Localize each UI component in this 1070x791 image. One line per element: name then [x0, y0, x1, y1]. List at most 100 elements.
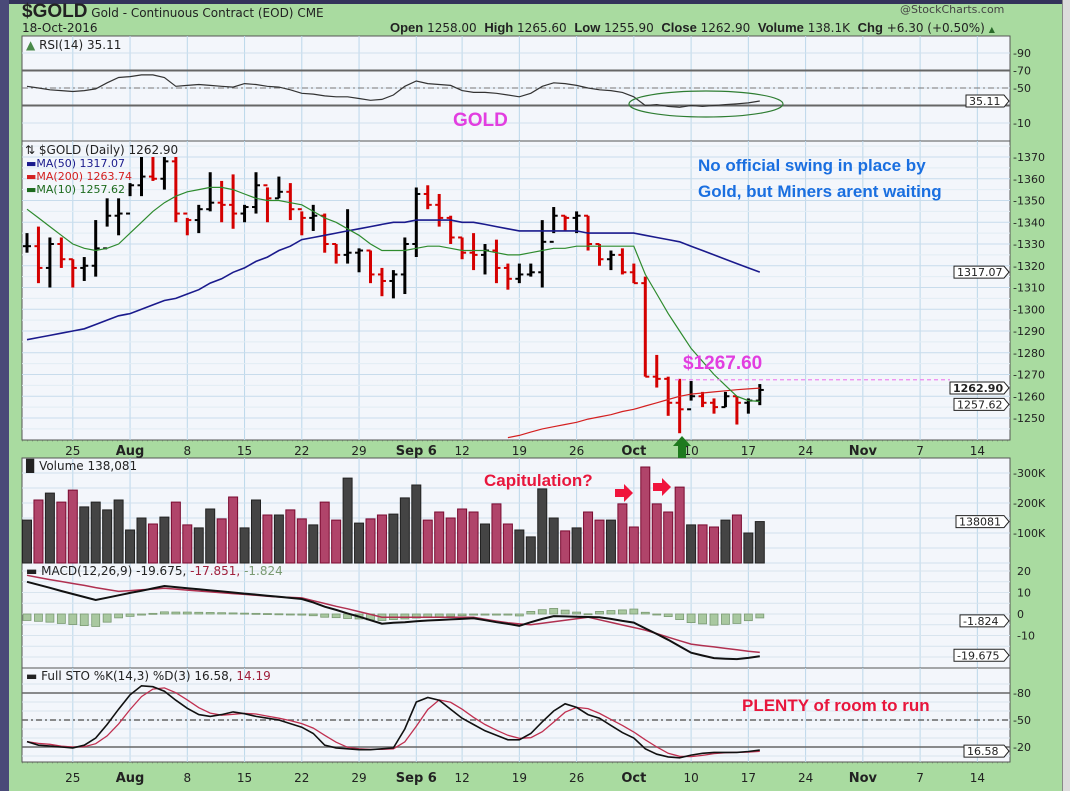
close-value-tag-box [949, 381, 1010, 395]
price-bar [377, 267, 386, 297]
date-label-top: 19 [512, 444, 527, 458]
price-axis-label: -1370 [1013, 151, 1045, 164]
macd-histogram-bar [148, 612, 158, 615]
price-bar [412, 187, 421, 258]
macd-histogram-bar [514, 613, 524, 617]
watermark: @StockCharts.com [900, 3, 1005, 16]
price-bar [160, 157, 169, 190]
volume-bar [628, 526, 639, 564]
macd-histogram-bar [228, 612, 238, 615]
macd-histogram-bar [537, 609, 547, 615]
volume-bar [491, 503, 502, 564]
scrollbar[interactable] [1062, 0, 1070, 791]
volume-legend: ▉ Volume 138,081 [26, 459, 137, 473]
date-label-top: Oct [621, 444, 646, 459]
macd-histogram-bar [469, 613, 478, 616]
high-value: 1265.60 [517, 21, 567, 35]
price-bar [194, 204, 203, 234]
macd-histogram-bar [102, 613, 112, 623]
price-bar [595, 243, 604, 266]
price-axis-label: -1290 [1013, 325, 1045, 338]
price-legend-text: $GOLD (Daily) 1262.90 [38, 143, 179, 157]
volume-bar [525, 536, 536, 564]
sto-axis-label: -50 [1013, 714, 1031, 727]
volume-bar [365, 518, 376, 564]
volume-bar [159, 516, 170, 564]
macd-axis-label: -10 [1017, 630, 1035, 643]
price-bar [68, 258, 77, 288]
macd-histogram-tag-box [959, 614, 1010, 628]
sto-axis-label: -80 [1013, 687, 1031, 700]
volume-bar [457, 508, 468, 564]
date-label-bottom: 22 [294, 771, 309, 785]
sto-legend-name: Full STO %K(14,3) %D(3) [41, 669, 191, 683]
volume-bar [605, 519, 616, 564]
macd-histogram-bar [480, 613, 490, 616]
volume-bar [44, 492, 55, 564]
quote-summary: Open 1258.00 High 1265.60 Low 1255.90 Cl… [390, 20, 995, 35]
price-bar [171, 157, 180, 223]
volume-bar [720, 519, 731, 564]
price-bar [286, 183, 295, 221]
macd-histogram-bar [560, 609, 570, 615]
macd-legend-signal: -17.851, [190, 564, 241, 578]
volume-bar [354, 522, 365, 564]
price-bar [664, 376, 673, 416]
macd-histogram-bar [240, 612, 249, 615]
ma10-legend-text: MA(10) 1257.62 [36, 183, 125, 196]
volume-bar [686, 524, 697, 564]
price-bar [263, 184, 272, 223]
sto-k-line [26, 684, 760, 759]
volume-bar [594, 519, 605, 564]
price-bar [503, 263, 512, 290]
price-bar [34, 226, 43, 284]
volume-bar [697, 524, 708, 564]
macd-histogram-bar [549, 608, 559, 615]
macd-histogram-bar [159, 611, 169, 615]
date-label-bottom: 19 [512, 771, 527, 785]
macd-histogram-bar [457, 613, 467, 617]
macd-histogram-bar [125, 613, 135, 617]
macd-histogram-bar [526, 611, 536, 615]
price-axis-label: -1310 [1013, 282, 1045, 295]
price-bar [400, 237, 409, 295]
macd-histogram-bar [137, 613, 146, 616]
price-bar [549, 207, 558, 243]
macd-histogram-bar [492, 613, 501, 616]
macd-histogram-bar [640, 611, 650, 615]
macd-legend-name: MACD(12,26,9) [41, 564, 133, 578]
change-label: Chg [857, 20, 883, 35]
price-bar [240, 204, 249, 223]
macd-line [26, 580, 760, 661]
ma50-value-tag: 1317.07 [957, 266, 1003, 279]
volume-bar [560, 530, 571, 564]
date-label-top: 8 [183, 444, 191, 458]
rsi-axis-label: -90 [1013, 47, 1031, 60]
ma10-line [26, 186, 760, 402]
price-bar [57, 237, 66, 268]
macd-histogram-bar [698, 613, 707, 625]
ma50-swatch-icon: ▬ [26, 157, 37, 170]
macd-histogram-bar [263, 613, 272, 615]
rsi-line [26, 74, 760, 108]
price-bar [23, 233, 31, 253]
volume-bar [445, 517, 456, 564]
price-bar [91, 220, 100, 277]
volume-bar [502, 523, 513, 564]
macd-histogram-bar [171, 611, 181, 615]
macd-legend-histogram: -1.824 [244, 564, 283, 578]
price-bar [80, 257, 89, 281]
price-bar [710, 398, 718, 414]
bar-chart-icon: ⇅ [25, 143, 36, 157]
volume-bar [125, 529, 136, 564]
volume-bar [170, 501, 181, 564]
open-value: 1258.00 [427, 21, 477, 35]
macd-histogram-bar [194, 611, 204, 615]
macd-histogram-bar [217, 612, 227, 615]
volume-bar [434, 511, 445, 564]
macd-histogram-bar [274, 613, 284, 616]
date-label-bottom: 14 [970, 771, 985, 785]
sto-legend-d: 14.19 [236, 669, 271, 683]
volume-bar [754, 521, 765, 564]
